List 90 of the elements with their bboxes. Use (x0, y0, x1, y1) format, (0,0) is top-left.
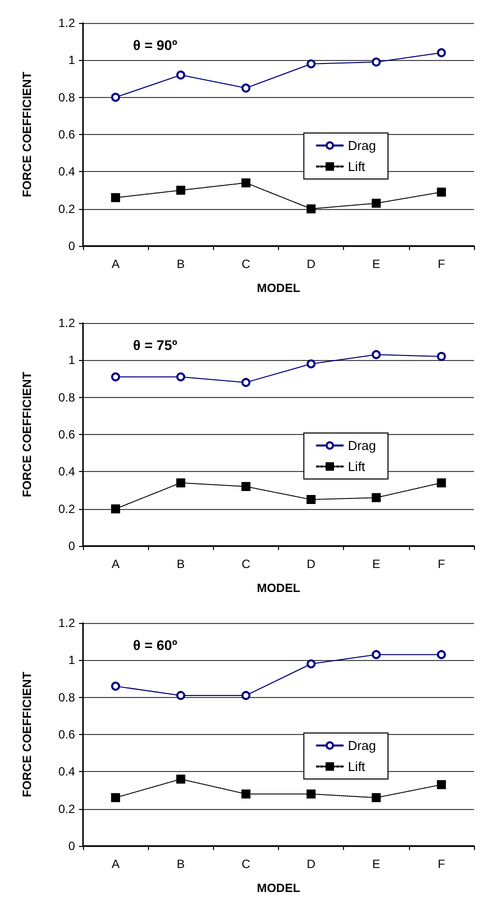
point (176, 774, 186, 784)
y-tick-label: 0 (68, 239, 76, 253)
x-tick-label: F (438, 857, 446, 871)
x-tick-label: C (242, 857, 251, 871)
point (176, 690, 186, 700)
legend-label: Lift (348, 459, 366, 474)
x-tick-label: B (176, 857, 185, 871)
x-axis-title: MODEL (256, 581, 300, 595)
y-tick-label: 1.2 (58, 16, 76, 30)
y-tick-label: 0.8 (58, 690, 76, 704)
point (306, 204, 316, 214)
legend-label: Drag (348, 738, 376, 753)
y-tick-label: 0.8 (58, 390, 76, 404)
x-axis-title: MODEL (256, 881, 300, 895)
point (111, 504, 120, 514)
y-tick-label: 0.4 (58, 764, 76, 779)
y-tick-label: 0.2 (58, 802, 76, 816)
point (176, 478, 186, 488)
x-tick-label: B (176, 557, 185, 571)
point (306, 659, 316, 668)
x-tick-label: D (306, 557, 316, 571)
legend-label: Lift (348, 759, 366, 774)
x-tick-label: C (242, 257, 251, 271)
x-axis-title: MODEL (256, 281, 300, 295)
point (436, 650, 446, 660)
point (436, 48, 446, 58)
x-tick-label: F (438, 257, 446, 271)
point (436, 352, 446, 361)
y-axis-title: FORCE COEFFICIENT (20, 71, 34, 198)
y-tick-label: 0.4 (58, 164, 76, 179)
point (241, 482, 250, 492)
legend-label: Drag (348, 438, 376, 453)
annotation: θ = 60º (133, 637, 178, 653)
x-tick-label: C (242, 557, 251, 571)
point (111, 793, 120, 802)
point (436, 188, 446, 197)
point (372, 493, 381, 502)
y-tick-label: 0.2 (58, 502, 76, 516)
y-tick-label: 0.8 (58, 90, 76, 104)
y-tick-label: 1.2 (58, 616, 76, 630)
point (111, 682, 120, 691)
x-tick-label: E (372, 857, 380, 871)
y-tick-label: 1 (68, 353, 76, 368)
y-tick-label: 1 (68, 653, 76, 668)
x-tick-label: B (176, 257, 185, 271)
point (241, 84, 250, 93)
point (372, 58, 381, 67)
point (306, 359, 316, 368)
x-tick-label: E (372, 257, 380, 271)
y-tick-label: 0.2 (58, 202, 76, 216)
point (241, 690, 250, 700)
x-tick-label: A (112, 857, 120, 871)
point (176, 372, 186, 382)
x-tick-label: D (306, 857, 316, 871)
y-tick-label: 0.6 (58, 728, 76, 742)
x-tick-label: F (438, 557, 446, 571)
annotation: θ = 75º (133, 337, 178, 353)
y-tick-label: 0.4 (58, 464, 76, 479)
y-tick-label: 0 (68, 539, 76, 553)
point (372, 793, 381, 802)
x-tick-label: D (306, 257, 316, 271)
point (436, 478, 446, 488)
y-axis-title: FORCE COEFFICIENT (20, 371, 34, 498)
point (111, 193, 120, 202)
point (111, 372, 120, 382)
point (306, 789, 316, 798)
point (111, 92, 120, 102)
y-axis-title: FORCE COEFFICIENT (20, 671, 34, 798)
point (306, 59, 316, 68)
point (372, 350, 381, 360)
point (176, 186, 186, 195)
legend-label: Drag (348, 138, 376, 153)
point (176, 70, 186, 80)
point (372, 650, 381, 660)
y-tick-label: 0 (68, 839, 76, 853)
y-tick-label: 1 (68, 53, 76, 68)
y-tick-label: 0.6 (58, 128, 76, 142)
x-tick-label: A (112, 557, 120, 571)
x-tick-label: A (112, 257, 120, 271)
point (306, 495, 316, 504)
point (372, 198, 381, 208)
legend-label: Lift (348, 159, 366, 174)
point (436, 780, 446, 790)
annotation: θ = 90º (133, 37, 178, 53)
point (241, 789, 250, 798)
point (241, 378, 250, 387)
x-tick-label: E (372, 557, 380, 571)
y-tick-label: 1.2 (58, 316, 76, 330)
y-tick-label: 0.6 (58, 428, 76, 442)
point (241, 178, 250, 188)
